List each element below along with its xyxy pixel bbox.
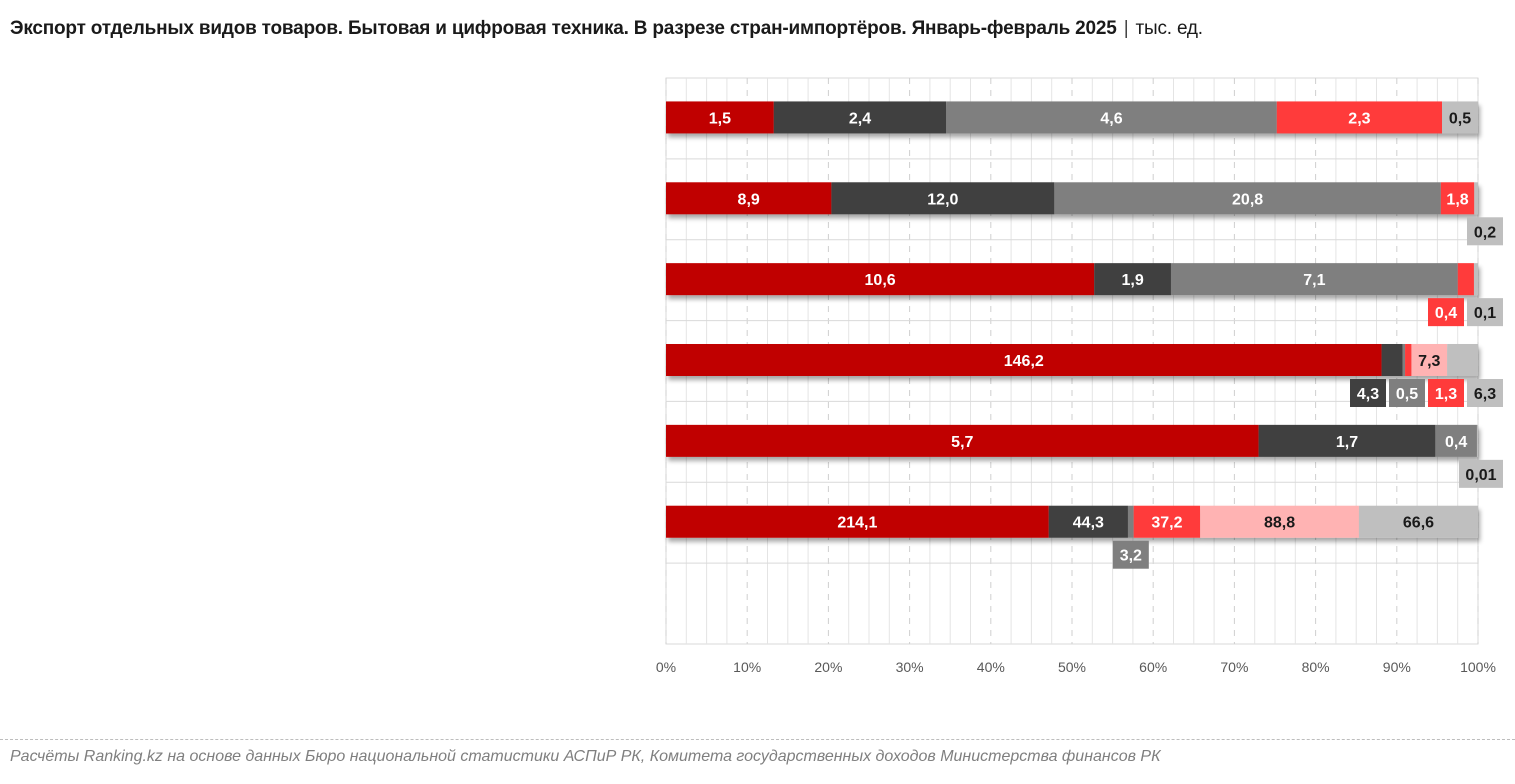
data-label: 20,8: [1232, 191, 1263, 208]
bar-segment: [666, 101, 774, 134]
bar-segment: [1457, 263, 1474, 296]
data-label: 8,9: [738, 191, 760, 208]
bar-segment: [666, 263, 1095, 296]
bar-row: [666, 182, 1478, 215]
bar-row: [666, 424, 1478, 457]
data-label: 66,6: [1403, 515, 1434, 532]
x-tick-label: 80%: [1302, 659, 1330, 675]
data-label: 10,6: [865, 272, 896, 289]
bar-segment: [1442, 101, 1478, 134]
bar-segment: [1276, 101, 1443, 134]
callout-box: [1459, 459, 1503, 488]
bar-segment: [1358, 505, 1478, 538]
bar-segment: [831, 182, 1055, 215]
callout-box: [1428, 379, 1464, 407]
callout-box: [1112, 540, 1149, 569]
data-label: 4,6: [1100, 110, 1122, 127]
bar-segment: [666, 505, 1049, 538]
chart-title: Экспорт отдельных видов товаров. Бытовая…: [10, 18, 1203, 40]
x-tick-label: 100%: [1460, 659, 1496, 675]
chart-title-main: Экспорт отдельных видов товаров. Бытовая…: [10, 18, 1117, 39]
footer-divider: [0, 739, 1515, 740]
bar-segment: [1402, 344, 1406, 376]
x-tick-label: 20%: [814, 659, 842, 675]
data-label: 1,8: [1446, 191, 1468, 208]
bar-segment: [1258, 424, 1436, 457]
data-label: 12,0: [927, 191, 958, 208]
bar-row: [666, 344, 1478, 376]
bar-segment: [1435, 424, 1477, 457]
data-label: 7,1: [1303, 272, 1325, 289]
bar-segment: [1473, 263, 1478, 296]
x-tick-label: 40%: [977, 659, 1005, 675]
data-label: 0,4: [1445, 434, 1467, 451]
x-tick-label: 70%: [1220, 659, 1248, 675]
bar-segment: [666, 424, 1259, 457]
bar-segment: [1440, 182, 1475, 215]
x-tick-label: 30%: [896, 659, 924, 675]
bar-segment: [666, 182, 832, 215]
data-label: 5,7: [951, 434, 973, 451]
bar-segment: [1405, 344, 1412, 376]
callout-label: 0,4: [1435, 305, 1457, 322]
callout-label: 0,5: [1396, 386, 1418, 403]
bar-row: [666, 505, 1478, 538]
bar-segment: [1381, 344, 1403, 376]
data-label: 88,8: [1264, 515, 1295, 532]
callout-label: 0,01: [1465, 467, 1496, 484]
bar-segment: [1127, 505, 1134, 538]
bar-segment: [666, 344, 1382, 376]
callout-box: [1389, 379, 1425, 407]
callout-label: 0,1: [1474, 305, 1496, 322]
data-label: 0,5: [1449, 110, 1471, 127]
bar-segment: [1411, 344, 1448, 376]
stacked-bar-chart: 1,5 2,4 4,6 2,3 0,5 8,9 12,0 20,8 1,8 0,2 10,6 1,9 7…: [656, 77, 1503, 675]
callout-label: 3,2: [1120, 548, 1142, 565]
data-label: 146,2: [1004, 353, 1044, 370]
bar-segment: [773, 101, 947, 134]
bar-segment: [946, 101, 1277, 134]
x-tick-label: 0%: [656, 659, 676, 675]
title-separator: |: [1123, 18, 1129, 39]
x-tick-label: 50%: [1058, 659, 1086, 675]
chart-unit: тыс. ед.: [1135, 18, 1204, 39]
callout-box: [1467, 298, 1503, 327]
bars: 1,5 2,4 4,6 2,3 0,5 8,9 12,0 20,8 1,8 0,2 10,6 1,9 7…: [666, 101, 1503, 569]
callout-label: 1,3: [1435, 386, 1457, 403]
data-label: 1,5: [709, 110, 731, 127]
x-tick-label: 60%: [1139, 659, 1167, 675]
callout-label: 6,3: [1474, 386, 1496, 403]
x-tick-label: 90%: [1383, 659, 1411, 675]
bar-segment: [1200, 505, 1359, 538]
callout-box: [1467, 217, 1503, 246]
data-label: 214,1: [837, 515, 877, 532]
data-label: 2,4: [849, 110, 871, 127]
bar-row: [666, 101, 1478, 134]
source-note: Расчёты Ranking.kz на основе данных Бюро…: [10, 748, 1161, 765]
x-tick-label: 10%: [733, 659, 761, 675]
callout-label: 4,3: [1357, 386, 1379, 403]
callout-box: [1467, 379, 1503, 407]
bar-row: [666, 263, 1478, 296]
bar-segment: [1476, 424, 1478, 457]
bar-segment: [1054, 182, 1441, 215]
bar-segment: [1447, 344, 1478, 376]
data-label: 37,2: [1151, 515, 1182, 532]
bar-segment: [1170, 263, 1458, 296]
bar-segment: [1094, 263, 1171, 296]
callout-box: [1350, 379, 1386, 407]
data-label: 44,3: [1073, 515, 1104, 532]
bar-segment: [1048, 505, 1128, 538]
callout-box: [1428, 298, 1464, 327]
data-label: 1,7: [1336, 434, 1358, 451]
data-label: 7,3: [1418, 353, 1440, 370]
bar-segment: [1474, 182, 1478, 215]
bar-segment: [1133, 505, 1201, 538]
data-label: 2,3: [1348, 110, 1370, 127]
callout-label: 0,2: [1474, 224, 1496, 241]
x-axis-ticks: 0% 10% 20% 30% 40% 50% 60% 70% 80% 90% 100%: [656, 659, 1496, 675]
data-label: 1,9: [1121, 272, 1143, 289]
